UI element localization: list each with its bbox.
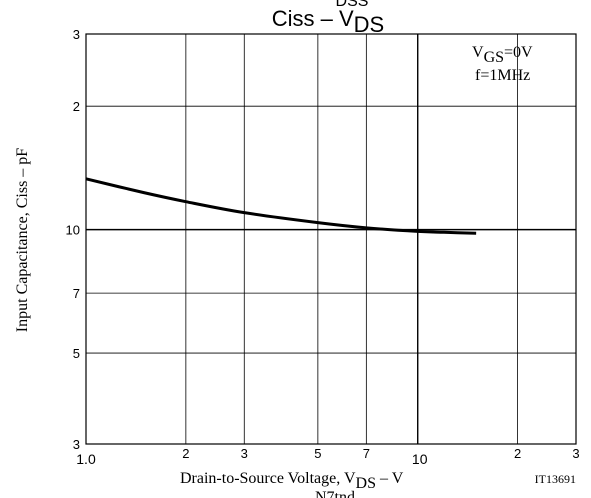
x-tick-label: 3 xyxy=(572,446,579,461)
chart-title: Ciss – VDS xyxy=(272,6,384,37)
y-tick-label: 3 xyxy=(73,27,80,42)
grid-lines xyxy=(86,34,576,444)
y-tick-label: 10 xyxy=(66,223,80,238)
chart-title-main: Ciss – V xyxy=(272,6,354,31)
annotation-vgs-value: =0V xyxy=(504,44,533,61)
x-tick-label: 5 xyxy=(314,446,321,461)
x-tick-label: 2 xyxy=(514,446,521,461)
figure-id: IT13691 xyxy=(535,472,576,486)
x-tick-label: 3 xyxy=(241,446,248,461)
series-layer xyxy=(85,177,477,235)
x-axis-label-subscript: DS xyxy=(356,475,376,492)
y-tick-label: 7 xyxy=(73,286,80,301)
x-axis-label-unit: – V xyxy=(376,470,404,487)
x-axis-label: Drain-to-Source Voltage, VDS – V xyxy=(180,470,404,492)
y-axis-label: Input Capacitance, Ciss – pF xyxy=(14,148,31,333)
bottom-clipped-text: N7tnd xyxy=(315,489,355,498)
y-tick-label: 5 xyxy=(73,346,80,361)
y-tick-labels: 3 5 7 10 2 3 xyxy=(66,27,80,452)
ciss-curve xyxy=(85,177,477,235)
x-axis-label-main: Drain-to-Source Voltage, V xyxy=(180,470,356,487)
x-tick-label: 7 xyxy=(363,446,370,461)
annotation-frequency: f=1MHz xyxy=(475,67,530,84)
y-tick-label: 3 xyxy=(73,437,80,452)
x-tick-label: 10 xyxy=(412,451,428,467)
x-tick-label: 1.0 xyxy=(76,451,96,467)
y-tick-label: 2 xyxy=(73,99,80,114)
annotation-vgs-main: V xyxy=(472,44,484,61)
plot-frame xyxy=(85,33,577,445)
x-tick-label: 2 xyxy=(182,446,189,461)
chart-title-subscript: DS xyxy=(354,12,385,37)
annotation-vgs: VGS=0V xyxy=(472,44,533,66)
annotation-vgs-subscript: GS xyxy=(484,49,504,66)
x-tick-labels: 1.0 2 3 5 7 10 2 3 xyxy=(76,446,579,467)
chart-title-clipped-text: DSS xyxy=(336,0,369,10)
